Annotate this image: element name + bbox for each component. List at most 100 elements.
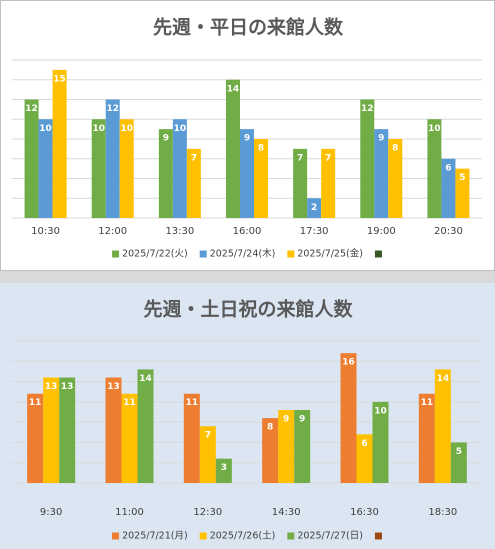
bar — [59, 377, 76, 483]
data-label: 14 — [139, 374, 152, 384]
bar — [158, 129, 173, 218]
bar — [119, 119, 134, 218]
data-label: 8 — [392, 144, 398, 154]
x-tick-label: 12:00 — [98, 226, 127, 237]
data-label: 3 — [221, 463, 227, 473]
chart-title: 先週・平日の来館人数 — [153, 16, 344, 39]
data-label: 10 — [120, 124, 133, 134]
bar — [91, 119, 106, 218]
legend-swatch — [112, 532, 120, 540]
bar — [262, 418, 279, 483]
bar — [38, 119, 53, 218]
bar — [43, 377, 60, 483]
bar — [418, 393, 435, 483]
data-label: 7 — [191, 153, 197, 163]
bar — [105, 99, 120, 218]
legend-label: 2025/7/27(日) — [297, 531, 363, 542]
data-label: 6 — [361, 439, 367, 449]
legend-swatch — [199, 250, 207, 258]
data-label: 11 — [29, 398, 42, 408]
bar — [293, 148, 308, 218]
x-tick-label: 16:30 — [350, 507, 379, 518]
data-label: 13 — [107, 382, 120, 392]
data-label: 10 — [428, 124, 441, 134]
legend-label: 2025/7/26(土) — [210, 530, 276, 542]
bar — [374, 129, 389, 218]
bar — [340, 353, 357, 483]
bar — [105, 377, 122, 483]
legend-label: 2025/7/22(火) — [122, 249, 188, 260]
data-label: 11 — [421, 398, 434, 408]
data-label: 5 — [456, 447, 462, 457]
data-label: 9 — [283, 414, 289, 424]
legend-swatch — [199, 532, 207, 540]
bar — [360, 99, 375, 218]
data-label: 10 — [374, 406, 387, 416]
bar — [434, 369, 451, 483]
data-label: 7 — [297, 153, 303, 163]
bar — [372, 401, 389, 483]
x-tick-label: 14:30 — [272, 507, 301, 518]
x-tick-label: 16:00 — [233, 226, 262, 237]
bar — [441, 158, 456, 218]
bar — [226, 79, 240, 218]
bar — [455, 168, 470, 218]
data-label: 8 — [258, 144, 264, 154]
data-label: 9 — [244, 134, 250, 144]
bar — [215, 458, 232, 483]
bar — [450, 442, 467, 483]
data-label: 14 — [227, 84, 240, 94]
chart-title: 先週・土日祝の来館人数 — [143, 298, 353, 321]
x-tick-label: 12:30 — [193, 507, 222, 518]
data-label: 12 — [106, 104, 119, 114]
bar — [240, 129, 254, 218]
x-tick-label: 11:00 — [115, 507, 144, 518]
data-label: 8 — [267, 423, 273, 433]
bar — [388, 139, 403, 218]
data-label: 7 — [325, 153, 331, 163]
data-label: 16 — [342, 358, 355, 368]
bar — [186, 148, 201, 218]
data-label: 10 — [92, 124, 105, 134]
data-label: 7 — [205, 431, 211, 441]
data-label: 5 — [459, 173, 465, 183]
panel-2 — [0, 283, 495, 549]
data-label: 13 — [45, 382, 58, 392]
legend-swatch — [112, 250, 120, 258]
bar — [294, 409, 311, 483]
bar — [356, 434, 373, 483]
legend: 2025/7/21(月) 2025/7/26(土) 2025/7/27(日) — [112, 530, 382, 542]
legend: 2025/7/22(火) 2025/7/24(木) 2025/7/25(金) — [112, 248, 382, 260]
x-tick-label: 19:00 — [367, 226, 396, 237]
data-label: 6 — [445, 163, 451, 173]
bar — [199, 426, 216, 483]
data-label: 12 — [361, 104, 374, 114]
bar — [24, 99, 39, 218]
legend-swatch — [374, 532, 382, 540]
x-tick-label: 13:30 — [165, 226, 194, 237]
bar — [321, 148, 336, 218]
x-tick-label: 17:30 — [300, 226, 329, 237]
bar — [27, 393, 44, 483]
data-label: 9 — [378, 134, 384, 144]
bar — [121, 393, 138, 483]
legend-swatch — [374, 250, 382, 258]
data-label: 14 — [437, 374, 450, 384]
bar — [52, 69, 67, 218]
legend-label: 2025/7/24(木) — [210, 248, 276, 260]
data-label: 9 — [163, 134, 169, 144]
legend-label: 2025/7/21(月) — [122, 531, 188, 542]
data-label: 11 — [123, 398, 136, 408]
x-tick-label: 20:30 — [434, 226, 463, 237]
bar — [254, 139, 268, 218]
data-label: 11 — [186, 398, 199, 408]
data-label: 13 — [61, 382, 74, 392]
data-label: 10 — [39, 124, 52, 134]
x-tick-label: 18:30 — [428, 507, 457, 518]
data-label: 10 — [174, 124, 187, 134]
bar — [307, 198, 322, 218]
bar — [137, 369, 154, 483]
data-label: 15 — [53, 74, 66, 84]
